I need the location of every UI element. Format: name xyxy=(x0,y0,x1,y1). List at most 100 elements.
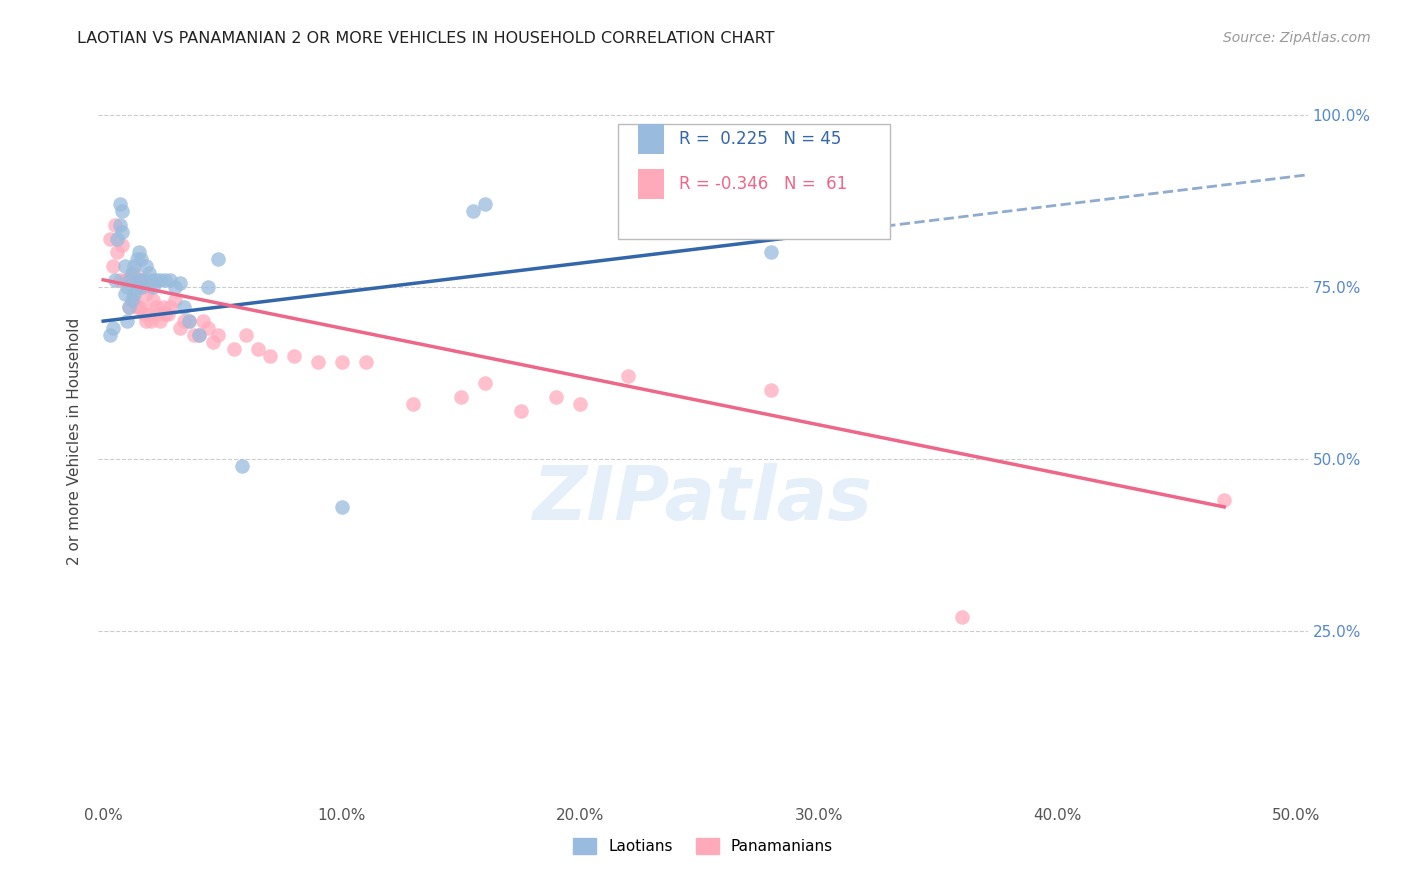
Point xyxy=(131,252,153,267)
Point xyxy=(111,225,134,239)
Point xyxy=(146,307,169,321)
Point xyxy=(98,231,121,245)
Point xyxy=(145,273,167,287)
Point xyxy=(197,321,219,335)
Point xyxy=(187,327,209,342)
Point xyxy=(132,307,155,321)
Point xyxy=(138,307,160,321)
Point xyxy=(152,301,174,315)
Point xyxy=(139,273,162,287)
Point xyxy=(107,245,129,260)
Text: LAOTIAN VS PANAMANIAN 2 OR MORE VEHICLES IN HOUSEHOLD CORRELATION CHART: LAOTIAN VS PANAMANIAN 2 OR MORE VEHICLES… xyxy=(77,31,775,46)
Point xyxy=(156,307,179,321)
Point xyxy=(122,259,145,273)
Point xyxy=(149,314,172,328)
Point xyxy=(125,301,148,315)
Point xyxy=(98,327,121,342)
Point xyxy=(118,301,141,315)
Point xyxy=(121,266,143,280)
Point xyxy=(122,286,145,301)
Point xyxy=(197,279,219,293)
Point xyxy=(125,273,148,287)
Point xyxy=(122,293,145,308)
Point xyxy=(131,279,153,293)
Point xyxy=(509,403,531,417)
Y-axis label: 2 or more Vehicles in Household: 2 or more Vehicles in Household xyxy=(67,318,83,566)
FancyBboxPatch shape xyxy=(638,169,664,200)
Point xyxy=(125,279,148,293)
Point xyxy=(235,327,257,342)
Point xyxy=(135,286,157,301)
Point xyxy=(114,286,136,301)
Point xyxy=(128,273,150,287)
Point xyxy=(231,458,253,473)
Point xyxy=(107,231,129,245)
Point xyxy=(461,204,484,219)
Point xyxy=(149,273,172,287)
Point xyxy=(118,273,141,287)
Point xyxy=(138,279,160,293)
Point xyxy=(247,342,270,356)
FancyBboxPatch shape xyxy=(638,124,664,154)
Point xyxy=(121,273,143,287)
Point xyxy=(759,383,782,397)
Point xyxy=(169,277,191,291)
Point xyxy=(207,327,229,342)
Point xyxy=(118,301,141,315)
Point xyxy=(207,252,229,267)
Text: R = -0.346   N =  61: R = -0.346 N = 61 xyxy=(679,176,846,194)
Point xyxy=(121,293,143,308)
Point xyxy=(173,314,195,328)
FancyBboxPatch shape xyxy=(619,124,890,239)
Legend: Laotians, Panamanians: Laotians, Panamanians xyxy=(567,832,839,860)
Point xyxy=(125,252,148,267)
Point xyxy=(283,349,305,363)
Point xyxy=(131,273,153,287)
Point xyxy=(153,273,176,287)
Point xyxy=(128,245,150,260)
Point xyxy=(450,390,472,404)
Point xyxy=(138,266,160,280)
Text: Source: ZipAtlas.com: Source: ZipAtlas.com xyxy=(1223,31,1371,45)
Point xyxy=(104,273,127,287)
Point xyxy=(159,301,181,315)
Point xyxy=(132,279,155,293)
Point xyxy=(115,314,138,328)
Point xyxy=(145,301,167,315)
Point xyxy=(101,321,124,335)
Point xyxy=(330,355,353,369)
Point xyxy=(128,273,150,287)
Point xyxy=(183,327,205,342)
Point xyxy=(474,197,496,211)
Point xyxy=(546,390,568,404)
Point xyxy=(224,342,246,356)
Point xyxy=(139,314,162,328)
Point xyxy=(114,259,136,273)
Point xyxy=(115,273,138,287)
Point xyxy=(259,349,281,363)
Point xyxy=(132,273,155,287)
Point xyxy=(187,327,209,342)
Point xyxy=(402,397,425,411)
Point xyxy=(115,279,138,293)
Point xyxy=(163,293,186,308)
Point xyxy=(330,500,353,514)
Text: R =  0.225   N = 45: R = 0.225 N = 45 xyxy=(679,130,841,148)
Point xyxy=(114,273,136,287)
Point xyxy=(128,301,150,315)
Point xyxy=(153,307,176,321)
Point xyxy=(142,293,165,308)
Point xyxy=(1213,493,1236,508)
Point xyxy=(135,259,157,273)
Point xyxy=(177,314,200,328)
Point xyxy=(193,314,215,328)
Point xyxy=(307,355,329,369)
Point xyxy=(108,273,131,287)
Point xyxy=(159,273,181,287)
Point xyxy=(111,204,134,219)
Text: ZIPatlas: ZIPatlas xyxy=(533,463,873,536)
Point xyxy=(354,355,377,369)
Point xyxy=(474,376,496,390)
Point xyxy=(177,314,200,328)
Point xyxy=(169,321,191,335)
